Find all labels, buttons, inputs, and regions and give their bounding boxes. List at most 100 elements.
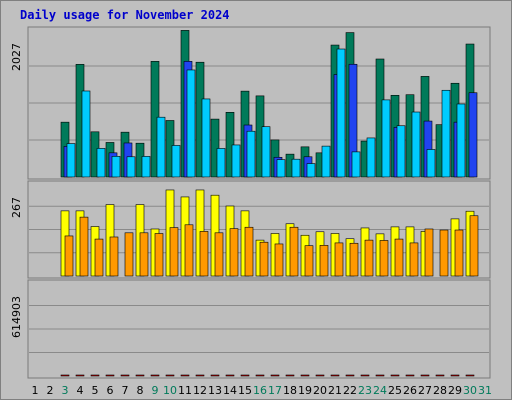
x-tick-label: 4 <box>77 384 84 397</box>
x-tick-label: 14 <box>223 384 237 397</box>
x-tick-label: 25 <box>388 384 402 397</box>
bar-top-s3-day-17 <box>276 159 286 178</box>
bar-top-s3-day-15 <box>246 130 256 178</box>
x-tick-label: 27 <box>418 384 432 397</box>
bar-top-s3-day-16 <box>261 126 271 178</box>
bar-middle-s2-day-19 <box>304 245 314 277</box>
bar-middle-s2-day-11 <box>184 224 194 277</box>
x-tick-label: 12 <box>193 384 207 397</box>
bar-top-s3-day-20 <box>321 145 331 178</box>
bar-bottom-s1-day-20 <box>315 374 325 377</box>
bar-top-s3-day-25 <box>396 125 406 178</box>
bar-top-s2-day-30 <box>468 92 478 178</box>
bar-middle-s2-day-21 <box>334 242 344 277</box>
bar-top-s3-day-4 <box>81 90 91 178</box>
x-tick-label: 26 <box>403 384 417 397</box>
x-tick-label: 23 <box>358 384 372 397</box>
bar-top-s3-day-19 <box>306 163 316 178</box>
x-tick-label: 11 <box>178 384 192 397</box>
bar-top-s3-day-13 <box>216 148 226 178</box>
bar-bottom-s1-day-26 <box>405 374 415 377</box>
bar-top-s3-day-8 <box>141 156 151 178</box>
bar-top-s3-day-10 <box>171 145 181 178</box>
bar-bottom-s1-day-13 <box>210 374 220 377</box>
x-tick-label: 5 <box>92 384 99 397</box>
bar-bottom-s1-day-15 <box>240 374 250 377</box>
bar-bottom-s1-day-14 <box>225 374 235 377</box>
bar-top-s3-day-28 <box>441 89 451 178</box>
x-tick-label: 16 <box>253 384 267 397</box>
x-tick-label: 22 <box>343 384 357 397</box>
x-tick-label: 9 <box>152 384 159 397</box>
bar-top-s3-day-5 <box>96 148 106 178</box>
bar-top-s3-day-12 <box>201 98 211 178</box>
bar-top-s3-day-21 <box>336 48 346 178</box>
bar-top-s3-day-29 <box>456 103 466 178</box>
bar-middle-s2-day-8 <box>139 232 149 277</box>
x-tick-label: 13 <box>208 384 222 397</box>
y-max-label: 267 <box>10 197 23 218</box>
x-tick-label: 7 <box>122 384 129 397</box>
x-tick-label: 6 <box>107 384 114 397</box>
bar-bottom-s1-day-19 <box>300 374 310 377</box>
bar-middle-s2-day-16 <box>259 241 269 277</box>
bar-middle-s2-day-23 <box>364 239 374 277</box>
bar-bottom-s1-day-4 <box>75 374 85 377</box>
bar-bottom-s1-day-3 <box>60 374 70 377</box>
bar-middle-s2-day-14 <box>229 228 239 277</box>
x-tick-label: 3 <box>62 384 69 397</box>
bar-middle-s2-day-25 <box>394 238 404 277</box>
x-tick-label: 19 <box>298 384 312 397</box>
y-max-label: 2027 <box>10 43 23 71</box>
chart-title: Daily usage for November 2024 <box>20 8 230 22</box>
x-tick-label: 30 <box>463 384 477 397</box>
bar-middle-s2-day-5 <box>94 238 104 277</box>
y-max-label: 614903 <box>10 296 23 338</box>
bar-middle-s2-day-28 <box>439 229 449 277</box>
x-tick-label: 28 <box>433 384 447 397</box>
x-tick-label: 8 <box>137 384 144 397</box>
bar-top-s3-day-24 <box>381 99 391 178</box>
bar-bottom-s1-day-11 <box>180 374 190 377</box>
bar-bottom-s1-day-17 <box>270 374 280 377</box>
bar-middle-s2-day-22 <box>349 242 359 277</box>
bar-middle-s2-day-27 <box>424 228 434 277</box>
bar-middle-s2-day-20 <box>319 245 329 277</box>
bar-middle-s2-day-12 <box>199 231 209 277</box>
bar-top-s1-day-13 <box>210 118 220 178</box>
bar-bottom-s1-day-9 <box>150 374 160 377</box>
bar-bottom-s1-day-12 <box>195 374 205 377</box>
bar-middle-s2-day-6 <box>109 236 119 277</box>
bar-bottom-s1-day-10 <box>165 374 175 377</box>
bar-bottom-s1-day-29 <box>450 374 460 377</box>
bar-top-s3-day-7 <box>126 156 136 178</box>
bar-middle-s2-day-30 <box>469 215 479 277</box>
x-tick-label: 29 <box>448 384 462 397</box>
bar-bottom-s1-day-25 <box>390 374 400 377</box>
bar-top-s3-day-22 <box>351 151 361 178</box>
bar-top-s3-day-3 <box>66 143 76 178</box>
bar-middle-s2-day-18 <box>289 226 299 277</box>
bar-bottom-s1-day-5 <box>90 374 100 377</box>
bar-bottom-s1-day-27 <box>420 374 430 377</box>
bar-middle-s2-day-29 <box>454 229 464 277</box>
bar-bottom-s1-day-23 <box>360 374 370 377</box>
bar-top-s3-day-27 <box>426 149 436 178</box>
bar-bottom-s1-day-22 <box>345 374 355 377</box>
x-tick-label: 20 <box>313 384 327 397</box>
bar-top-s3-day-26 <box>411 111 421 178</box>
bar-bottom-s1-day-18 <box>285 374 295 377</box>
bar-middle-s2-day-13 <box>214 232 224 277</box>
bar-middle-s2-day-3 <box>64 235 74 277</box>
bar-top-s3-day-11 <box>186 69 196 178</box>
bar-bottom-s1-day-28 <box>435 374 445 377</box>
bar-bottom-s1-day-30 <box>465 374 475 377</box>
bar-middle-s2-day-17 <box>274 243 284 277</box>
bar-middle-s2-day-7 <box>124 232 134 277</box>
bar-top-s3-day-6 <box>111 156 121 178</box>
bar-bottom-s1-day-16 <box>255 374 265 377</box>
bar-middle-s2-day-26 <box>409 242 419 277</box>
bar-bottom-s1-day-24 <box>375 374 385 377</box>
